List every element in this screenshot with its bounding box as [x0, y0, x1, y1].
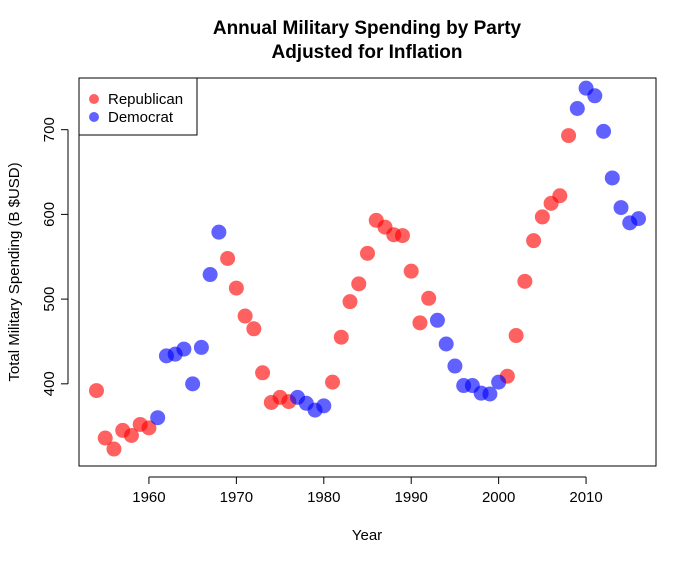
point-republican [246, 321, 262, 337]
point-republican [517, 273, 533, 289]
point-democrat [569, 100, 585, 116]
legend-marker-republican [89, 94, 99, 104]
point-democrat [150, 410, 166, 426]
x-tick-label: 1960 [132, 489, 165, 506]
point-democrat [587, 88, 603, 104]
y-axis: 400 500 600 700 [41, 117, 69, 396]
legend-box [78, 77, 198, 136]
chart-title: Annual Military Spending by Party [213, 18, 522, 39]
x-axis-label: Year [352, 527, 382, 544]
y-tick-label: 600 [41, 202, 58, 227]
chart-subtitle: Adjusted for Inflation [271, 42, 462, 63]
point-republican [412, 315, 428, 331]
legend: Republican Democrat [78, 77, 198, 136]
data-points [88, 80, 647, 457]
point-republican [97, 430, 113, 446]
point-democrat [176, 341, 192, 357]
point-republican [360, 245, 375, 261]
point-democrat [491, 374, 507, 390]
legend-label-democrat: Democrat [108, 109, 174, 126]
point-republican [508, 328, 524, 344]
y-axis-label: Total Military Spending (B $USD) [6, 162, 23, 381]
legend-label-republican: Republican [108, 91, 183, 108]
point-republican [228, 280, 244, 296]
point-democrat [185, 376, 201, 392]
point-republican [526, 233, 542, 249]
point-democrat [202, 267, 218, 283]
point-republican [141, 420, 157, 436]
point-democrat [316, 398, 332, 414]
point-democrat [596, 123, 612, 139]
legend-marker-democrat [89, 112, 99, 122]
y-tick-label: 700 [41, 117, 58, 142]
point-democrat [613, 200, 629, 216]
point-democrat [429, 312, 445, 328]
point-republican [123, 428, 139, 444]
point-democrat [193, 339, 209, 355]
y-tick-label: 500 [41, 287, 58, 312]
point-republican [325, 374, 341, 390]
x-tick-label: 1980 [307, 489, 340, 506]
x-axis: 1960 1970 1980 1990 2000 2010 [132, 476, 603, 506]
point-republican [255, 365, 271, 381]
plot-frame [78, 77, 657, 467]
x-tick-label: 1990 [395, 489, 428, 506]
point-republican [106, 441, 122, 457]
point-democrat [447, 358, 463, 374]
point-republican [237, 308, 253, 324]
x-tick-label: 2000 [482, 489, 515, 506]
point-republican [534, 209, 550, 225]
point-democrat [482, 386, 498, 402]
point-republican [88, 383, 104, 399]
point-democrat [211, 224, 227, 240]
point-republican [403, 263, 419, 279]
point-democrat [604, 170, 620, 186]
y-tick-label: 400 [41, 371, 58, 396]
point-republican [561, 128, 577, 144]
point-republican [421, 290, 437, 306]
x-tick-label: 2010 [569, 489, 602, 506]
point-republican [351, 276, 367, 292]
point-democrat [438, 336, 454, 352]
point-republican [342, 294, 358, 310]
point-republican [220, 250, 236, 266]
point-republican [552, 188, 568, 204]
point-democrat [631, 211, 647, 227]
point-republican [394, 228, 410, 244]
point-republican [333, 329, 349, 345]
x-tick-label: 1970 [220, 489, 253, 506]
